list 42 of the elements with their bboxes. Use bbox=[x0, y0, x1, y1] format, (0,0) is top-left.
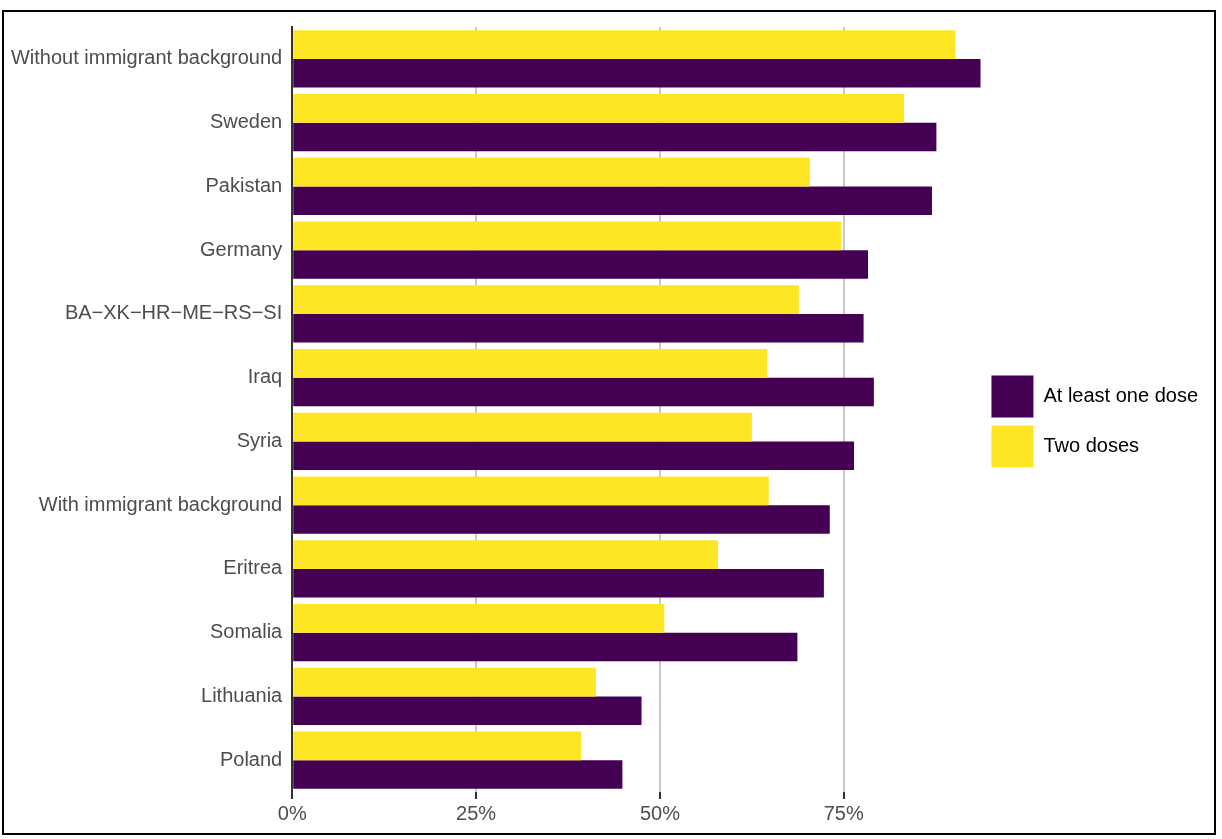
y-tick-label: With immigrant background bbox=[38, 492, 283, 515]
bar bbox=[293, 441, 855, 471]
bar bbox=[293, 221, 842, 251]
bar bbox=[293, 377, 874, 407]
y-tick-label: Sweden bbox=[209, 110, 283, 133]
bar bbox=[293, 157, 810, 187]
bar bbox=[293, 250, 868, 279]
x-tick-label: 50% bbox=[639, 801, 681, 824]
bar bbox=[293, 476, 769, 506]
legend-label: Two doses bbox=[1043, 434, 1140, 457]
bar bbox=[293, 30, 956, 59]
bar bbox=[293, 568, 824, 598]
bar bbox=[293, 505, 830, 534]
bar bbox=[293, 731, 582, 761]
bar bbox=[293, 186, 932, 216]
y-tick-label: Syria bbox=[236, 428, 284, 451]
legend-label: At least one dose bbox=[1043, 384, 1199, 407]
bar bbox=[293, 760, 623, 789]
bar bbox=[293, 632, 798, 662]
y-tick-label: Iraq bbox=[247, 365, 283, 388]
bar bbox=[293, 540, 718, 569]
bar bbox=[293, 412, 752, 442]
y-tick-label: Without immigrant background bbox=[11, 46, 283, 69]
y-tick-label: BA−XK−HR−ME−RS−SI bbox=[64, 301, 283, 324]
bar bbox=[293, 667, 596, 697]
bar bbox=[293, 696, 642, 726]
y-tick-label: Germany bbox=[199, 237, 283, 260]
bar bbox=[293, 122, 937, 152]
x-tick-label: 75% bbox=[823, 801, 864, 824]
bar bbox=[293, 348, 768, 378]
y-tick-label: Pakistan bbox=[205, 173, 283, 196]
y-tick-label: Somalia bbox=[209, 620, 284, 643]
y-tick-label: Poland bbox=[219, 747, 283, 770]
y-tick-label: Lithuania bbox=[201, 683, 284, 706]
bar bbox=[293, 58, 981, 88]
bar bbox=[293, 93, 905, 123]
bar bbox=[293, 313, 864, 343]
y-tick-label: Eritrea bbox=[223, 556, 284, 579]
bar bbox=[293, 285, 799, 314]
x-tick-label: 0% bbox=[277, 801, 307, 824]
bar bbox=[293, 603, 665, 633]
x-tick-label: 25% bbox=[456, 801, 497, 824]
